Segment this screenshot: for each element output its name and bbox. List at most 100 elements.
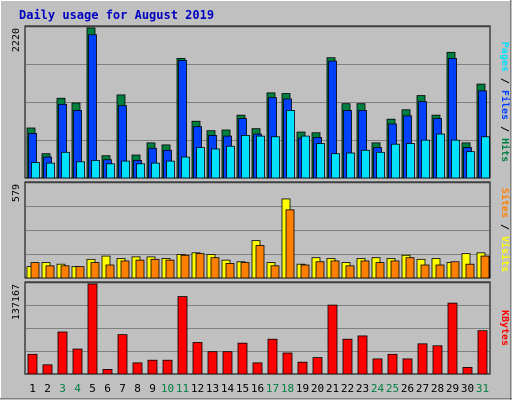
kbytes-bar [357,335,368,375]
sites-bar [30,262,40,279]
pages-bar [406,143,415,179]
x-tick-label: 9 [149,382,156,395]
x-tick-label: 2 [44,382,51,395]
files-bar [88,34,97,179]
kbytes-bar [312,357,323,375]
pages-bar [196,147,205,179]
pages-bar [466,151,475,179]
sites-bar [420,264,430,279]
pages-bar [121,160,130,179]
x-tick-label: 23 [356,382,369,395]
pages-bar [301,135,310,179]
x-tick-label: 3 [59,382,66,395]
sites-bar [150,258,160,279]
sites-bar [255,245,265,279]
hits-panel-legend-separator: / [499,72,510,90]
pages-bar [241,135,250,179]
pages-bar [136,163,145,179]
kbytes-bar [462,367,473,375]
x-tick-label: 15 [236,382,249,395]
kbytes-bar [192,342,203,375]
pages-bar [376,151,385,179]
visits-panel-ymax-label: 579 [11,184,22,202]
kbytes-bar [102,369,113,375]
sites-bar [75,266,85,279]
kbytes-bar [342,338,353,375]
kbytes-bar [222,351,233,375]
x-tick-label: 1 [29,382,36,395]
kbytes-bar [327,304,338,375]
x-tick-label: 6 [104,382,111,395]
pages-bar [256,135,265,179]
x-tick-label: 12 [191,382,204,395]
kbytes-bar [417,343,428,375]
kbytes-bar [57,331,68,375]
x-tick-label: 8 [134,382,141,395]
x-tick-label: 29 [446,382,459,395]
x-tick-label: 30 [461,382,474,395]
sites-bar [435,264,445,279]
kbytes-bar [42,364,53,375]
sites-bar [480,255,490,279]
visits-panel-legend-separator: / [499,218,510,236]
pages-bar [211,148,220,179]
pages-bar [226,145,235,179]
pages-bar [61,151,70,179]
legend-pages: Pages [499,42,510,72]
kbytes-bar [447,302,458,375]
kbytes-bar [177,296,188,375]
visits-sites-panel: 579 Sites / Visits [11,181,511,279]
kbytes-bar [372,358,383,375]
x-tick-label: 4 [74,382,81,395]
kbytes-bar [297,361,308,375]
x-tick-label: 27 [416,382,429,395]
x-axis-labels: 1 2 3 4 5 6 7 8 9 10 11 12 13 14 15 16 17 18 19 20 21 22 23 24 2… [29,382,489,395]
pages-bar [76,161,85,179]
x-tick-label: 14 [221,382,235,395]
sites-bar [165,259,175,279]
kbytes-bar [147,359,158,375]
sites-bar [90,262,100,279]
sites-bar [330,260,340,279]
sites-bar [345,265,355,279]
x-tick-label: 13 [206,382,219,395]
x-tick-label: 31 [476,382,489,395]
pages-bar [361,149,370,179]
kbytes-bar [207,351,218,375]
pages-bar [346,152,355,179]
kbytes-panel-legend: KBytes [499,310,510,346]
x-tick-label: 26 [401,382,414,395]
kbytes-bar [87,283,98,375]
x-tick-label: 22 [341,382,354,395]
chart-title: Daily usage for August 2019 [19,8,214,22]
x-tick-label: 7 [119,382,126,395]
pages-bar [481,136,490,179]
legend-files: Files [499,90,511,120]
visits-panel-legend: Sites / Visits [499,188,511,272]
x-tick-label: 10 [161,382,174,395]
sites-bar [195,253,205,279]
sites-bar [450,261,460,279]
sites-bar [240,262,250,279]
pages-bar [271,136,280,179]
sites-bar [60,265,70,279]
kbytes-panel-ymax-label: 137167 [11,284,22,320]
x-tick-label: 20 [311,382,324,395]
pages-bar [331,153,340,179]
kbytes-bar [282,352,293,375]
x-tick-label: 17 [266,382,279,395]
chart-panels: 2220 Pages / Files / Hits 579 Sites / Visit… [11,25,511,375]
sites-bar [120,260,130,279]
x-tick-label: 19 [296,382,309,395]
legend-sites: Sites [499,188,511,218]
pages-bar [151,162,160,179]
sites-bar [210,257,220,279]
sites-bar [375,262,385,279]
pages-bar [31,162,40,179]
hits-panel-legend-separator: / [499,120,510,138]
pages-bar [391,143,400,179]
sites-bar [315,261,325,279]
kbytes-panel: 137167 KBytes [11,281,510,375]
